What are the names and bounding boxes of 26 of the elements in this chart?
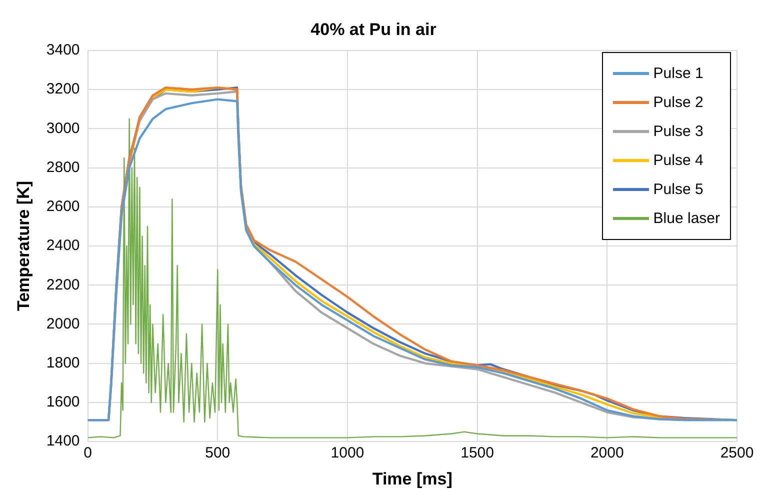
legend-label: Pulse 3	[653, 123, 704, 140]
legend-label: Pulse 2	[653, 94, 704, 112]
x-tick-label: 1500	[460, 444, 494, 462]
y-tick-label: 1600	[46, 394, 80, 411]
legend-label: Pulse 1	[653, 65, 704, 82]
y-tick-label: 1800	[46, 354, 80, 372]
x-tick-label: 1000	[330, 444, 364, 462]
chart-title: 40% at Pu in air	[310, 20, 437, 39]
y-tick-label: 2600	[46, 198, 80, 216]
y-axis-title: Temperature [K]	[14, 180, 33, 312]
x-tick-label: 2500	[720, 444, 754, 462]
y-tick-label: 3000	[46, 120, 80, 137]
y-tick-label: 3200	[46, 80, 80, 98]
y-tick-label: 2000	[46, 315, 80, 332]
y-tick-label: 2200	[46, 276, 80, 294]
y-tick-label: 2400	[46, 237, 80, 254]
y-tick-label: 2800	[46, 158, 80, 176]
y-tick-label: 1400	[46, 432, 80, 450]
x-axis-title: Time [ms]	[372, 469, 452, 488]
legend-label: Pulse 4	[653, 152, 704, 170]
y-tick-label: 3400	[46, 42, 80, 59]
legend-label: Blue laser	[653, 210, 720, 228]
x-tick-label: 2000	[590, 444, 624, 462]
legend-label: Pulse 5	[653, 181, 704, 198]
x-tick-label: 0	[84, 444, 92, 462]
x-tick-label: 500	[205, 444, 230, 462]
